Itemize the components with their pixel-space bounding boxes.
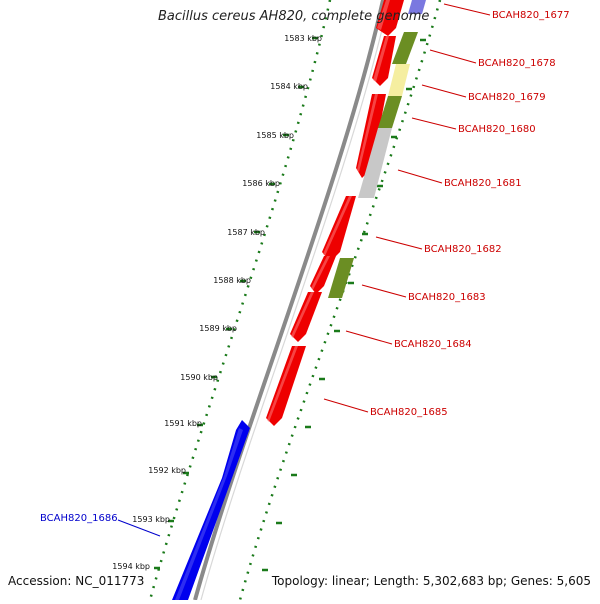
tick-label: 1584 kbp (270, 82, 308, 91)
gene-label: BCAH820_1681 (444, 178, 522, 189)
gene-arrow-1681 (356, 94, 386, 178)
tick-label: 1583 kbp (284, 34, 322, 43)
tick-label: 1586 kbp (242, 179, 280, 188)
label-leaders (323, 3, 491, 413)
gene-label: BCAH820_1684 (394, 339, 472, 350)
leader-line-1681 (397, 169, 443, 184)
leader-line-1685 (323, 398, 369, 413)
tick-marks (154, 36, 426, 572)
gene-label: BCAH820_1685 (370, 407, 448, 418)
gene-highlight (291, 292, 314, 338)
gene-arrow-partial (408, 0, 426, 14)
gene-label: BCAH820_1682 (424, 244, 502, 255)
gene-label: BCAH820_1678 (478, 58, 556, 69)
leader-line-1684 (345, 330, 393, 345)
tick-label: 1591 kbp (164, 419, 202, 428)
tick-track-left (148, 0, 332, 601)
forward-gene-highlights (267, 0, 390, 422)
feature-yellow-1679 (388, 64, 410, 96)
gene-highlight (323, 196, 352, 256)
gene-label: BCAH820_1686 (40, 513, 118, 524)
tick-label: 1592 kbp (148, 466, 186, 475)
feature-olive-1678 (392, 32, 418, 64)
tick-label: 1590 kbp (180, 373, 218, 382)
gene-label: BCAH820_1683 (408, 292, 486, 303)
gene-label: BCAH820_1680 (458, 124, 536, 135)
feature-olive-1683 (328, 258, 354, 298)
genome-backbone-inner (200, 0, 390, 601)
leader-line-1683 (361, 284, 407, 298)
leader-line-1686 (117, 519, 161, 537)
accession-text: Accession: NC_011773 (8, 574, 145, 588)
leader-line-1682 (375, 236, 423, 250)
tick-label: 1588 kbp (213, 276, 251, 285)
leader-line-1679 (421, 84, 467, 98)
feature-grey-1681 (358, 128, 392, 198)
tick-label: 1587 kbp (227, 228, 265, 237)
tick-label: 1593 kbp (132, 515, 170, 524)
gene-highlight-1686 (175, 428, 243, 600)
leader-line-1678 (429, 49, 477, 64)
tick-label: 1585 kbp (256, 131, 294, 140)
gene-arrow-1685 (266, 346, 306, 426)
gene-arrow-1683 (310, 256, 336, 294)
gene-label: BCAH820_1677 (492, 10, 570, 21)
feature-olive-1680 (378, 96, 402, 128)
genome-title: Bacillus cereus AH820, complete genome (158, 9, 430, 24)
gene-label: BCAH820_1679 (468, 92, 546, 103)
tick-track-right (238, 0, 442, 601)
leader-line-1677 (443, 3, 491, 16)
tick-label: 1589 kbp (199, 324, 237, 333)
gene-arrow-1677 (376, 0, 404, 36)
forward-genes (266, 0, 404, 426)
gene-arrow-1684 (290, 292, 322, 342)
gene-highlight (267, 346, 298, 422)
gene-arrow-1682 (322, 196, 356, 262)
gene-highlight (311, 256, 330, 290)
genome-summary: Topology: linear; Length: 5,302,683 bp; … (271, 574, 591, 588)
gene-highlight (357, 94, 378, 172)
gene-highlight (373, 36, 389, 82)
gene-highlight (377, 0, 390, 30)
leader-line-1680 (411, 117, 457, 130)
tick-label: 1594 kbp (112, 562, 150, 571)
genome-backbone (193, 0, 385, 601)
